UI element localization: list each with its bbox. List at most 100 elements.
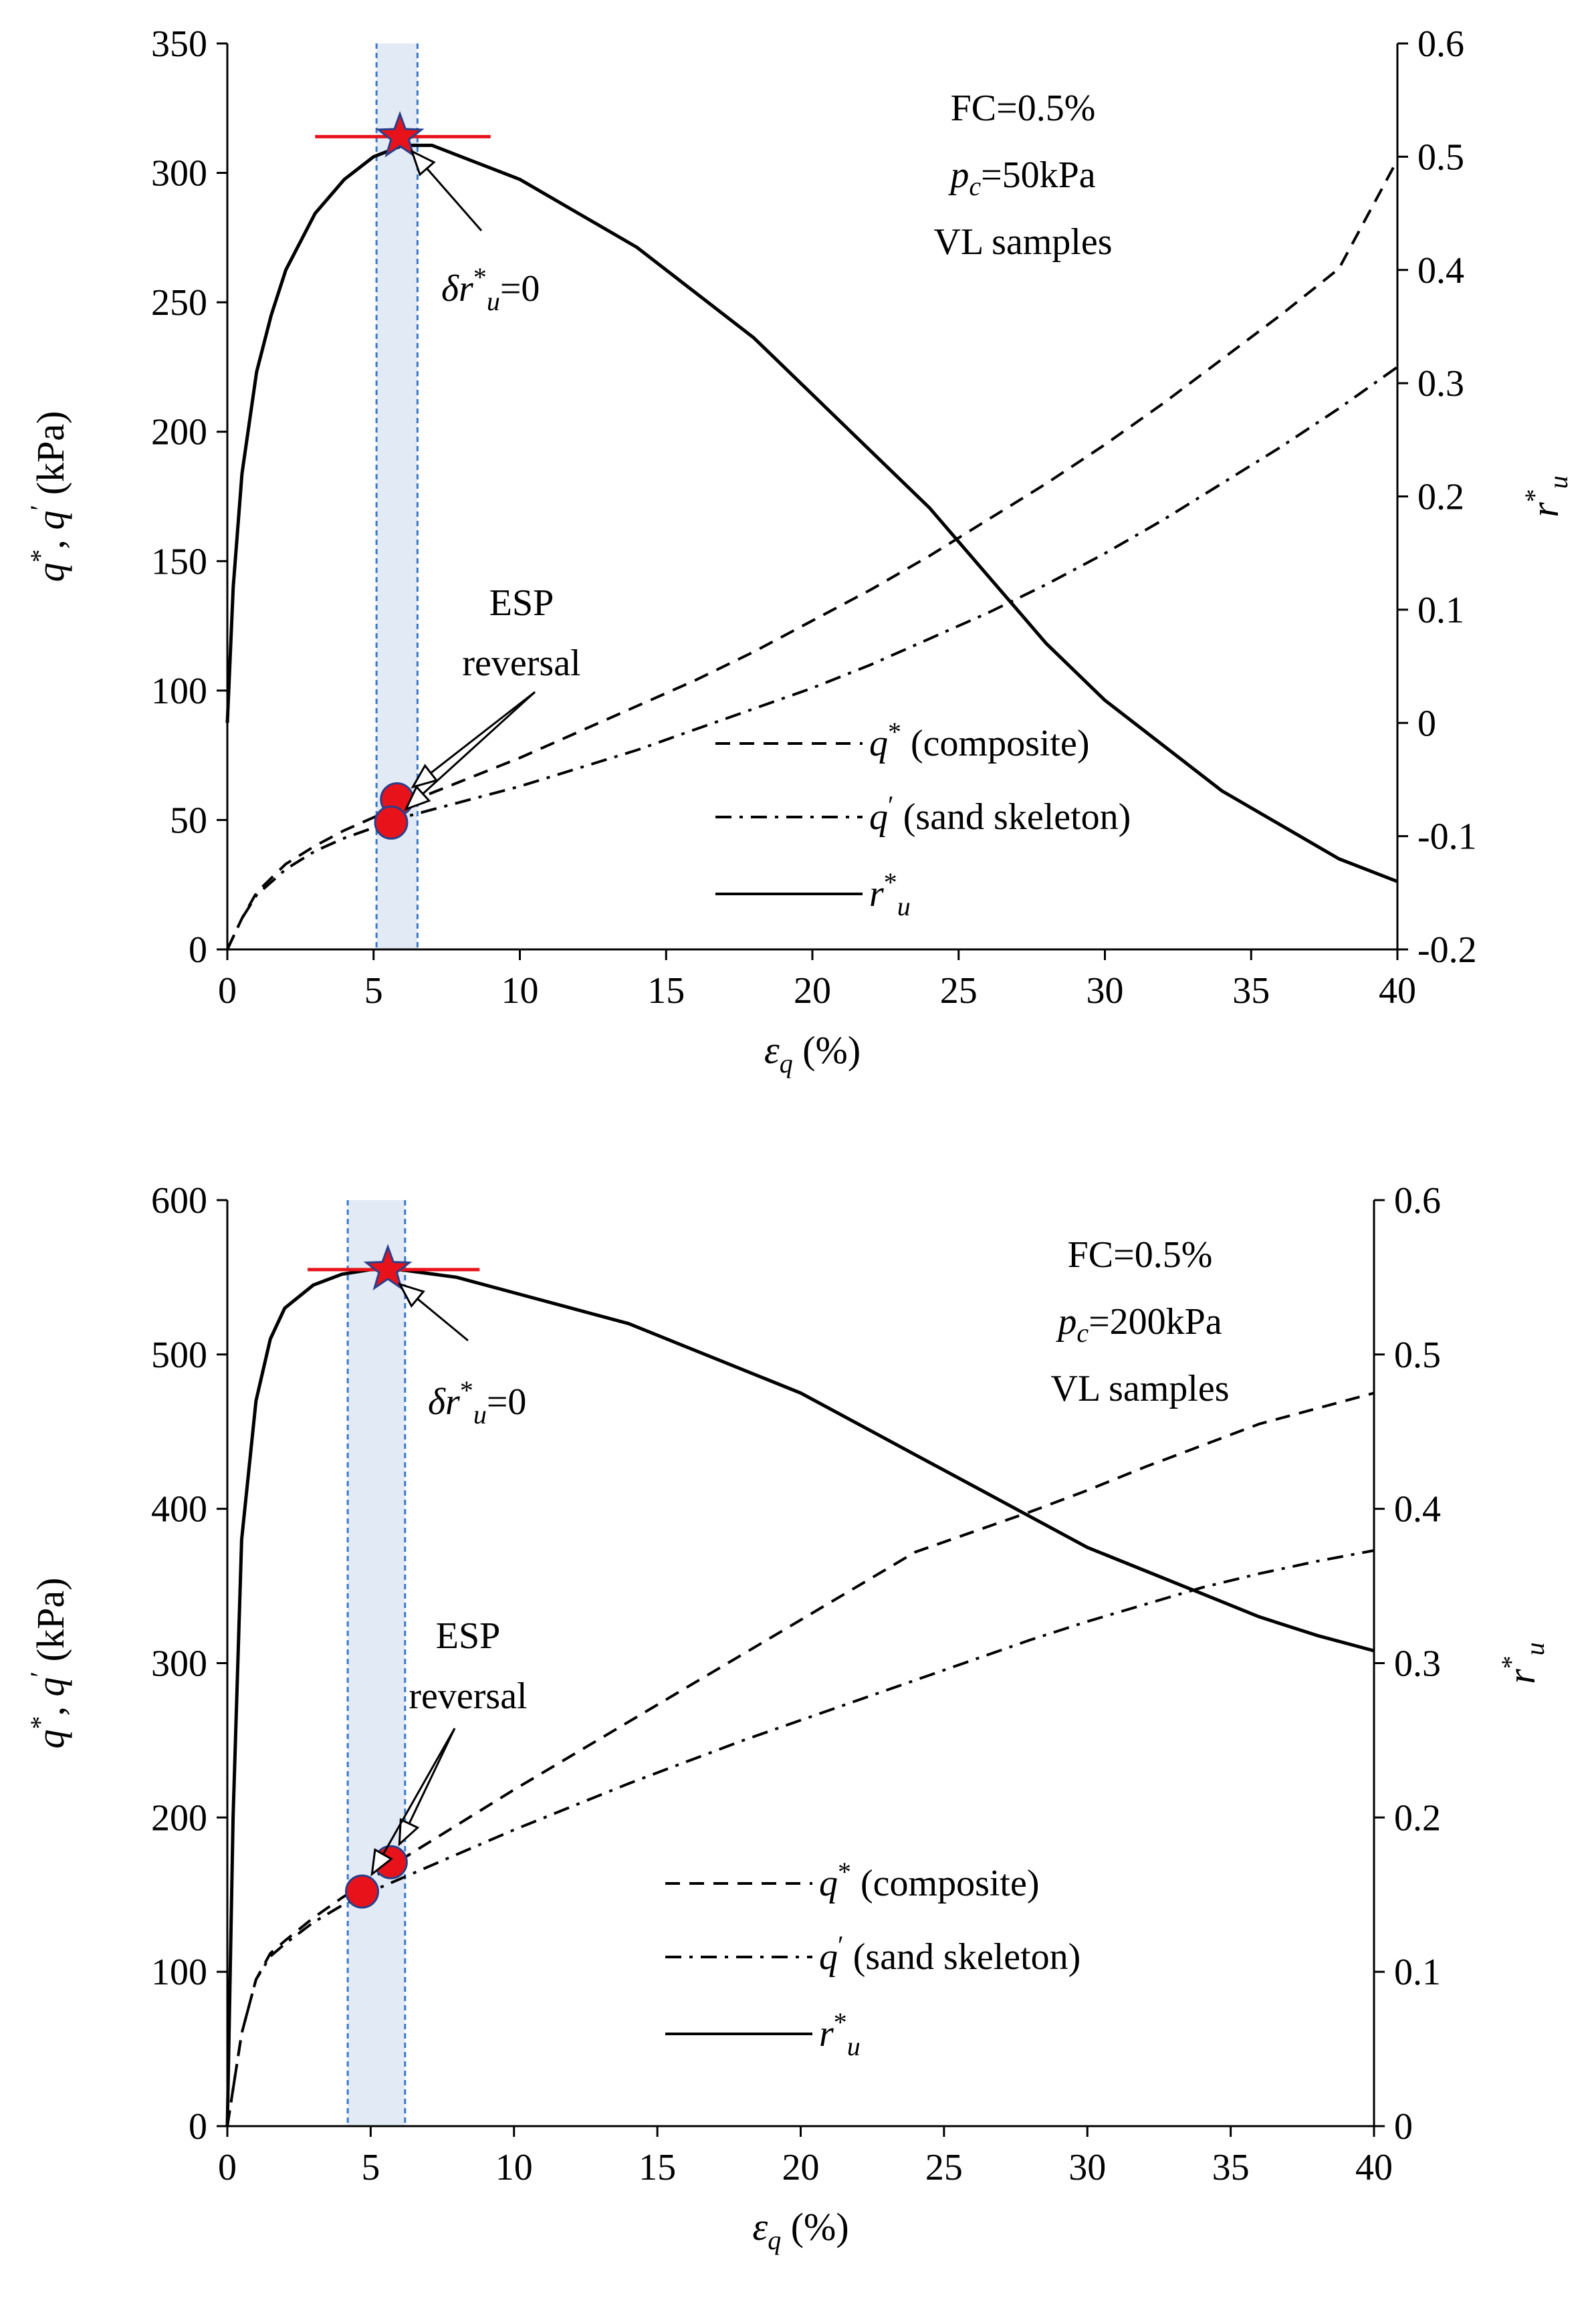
legend-label-dash: q* (composite) bbox=[869, 717, 1089, 764]
legend-symbol: q bbox=[869, 796, 888, 838]
y-label-sup2: ′ bbox=[25, 1671, 55, 1678]
x-axis-label-sub: q bbox=[768, 2225, 781, 2255]
y-left-tick-label: 50 bbox=[170, 800, 207, 841]
shaded-band bbox=[348, 1200, 405, 2126]
delta-pre: δr bbox=[441, 268, 473, 310]
legend-sup: * bbox=[838, 1857, 851, 1887]
legend-sup: * bbox=[884, 867, 897, 897]
y-axis-left-label: q*, q′ (kPa) bbox=[25, 1578, 72, 1749]
y-right-tick-label: 0 bbox=[1417, 703, 1436, 744]
esp-label-line1: ESP bbox=[489, 582, 554, 624]
x-tick-label: 30 bbox=[1068, 2147, 1106, 2188]
pc-value: =50kPa bbox=[981, 154, 1096, 196]
delta-sub: u bbox=[487, 286, 500, 316]
y-right-tick-label: 0.5 bbox=[1394, 1335, 1441, 1376]
legend-sub: u bbox=[897, 891, 911, 921]
x-tick-label: 25 bbox=[940, 970, 978, 1012]
y-label-q2: q bbox=[29, 510, 72, 530]
legend-text: (sand skeleton) bbox=[894, 796, 1131, 838]
y-left-tick-label: 250 bbox=[151, 282, 207, 324]
y-axis-right-label: r*u bbox=[1496, 1642, 1550, 1684]
y-right-tick-label: -0.1 bbox=[1417, 816, 1477, 858]
y-right-tick-label: 0.6 bbox=[1394, 1180, 1441, 1222]
y-right-tick-label: 0.2 bbox=[1417, 477, 1464, 518]
x-axis-label-symbol: ε bbox=[752, 2205, 768, 2249]
x-tick-label: 5 bbox=[361, 2147, 380, 2188]
annotation-fc: FC=0.5% bbox=[1068, 1234, 1213, 1276]
pc-value: =200kPa bbox=[1089, 1301, 1222, 1343]
series-dash-line bbox=[226, 1391, 1375, 2127]
y-label-q2: q bbox=[29, 1677, 72, 1696]
delta-arrow-head bbox=[410, 149, 436, 177]
delta-sup: * bbox=[460, 1375, 473, 1405]
esp-point-marker bbox=[345, 1874, 380, 1909]
x-tick-label: 15 bbox=[647, 970, 685, 1012]
series-dashdot-line bbox=[226, 1549, 1375, 2127]
x-tick-label: 25 bbox=[925, 2147, 963, 2188]
esp-arrow-head bbox=[404, 785, 431, 811]
y-right-label-sup: * bbox=[1519, 489, 1549, 502]
legend-label-dashdot: q′ (sand skeleton) bbox=[819, 1930, 1080, 1978]
legend-sub: u bbox=[847, 2031, 861, 2061]
annotation-fc: FC=0.5% bbox=[951, 88, 1096, 129]
y-right-label-sub: u bbox=[1520, 1642, 1550, 1655]
annotation-samples: VL samples bbox=[1051, 1368, 1230, 1409]
y-label-sup1: * bbox=[25, 1716, 55, 1729]
pc-sub: c bbox=[1076, 1318, 1089, 1348]
y-left-tick-label: 150 bbox=[151, 541, 207, 582]
y-right-tick-label: 0.2 bbox=[1394, 1797, 1441, 1839]
y-right-tick-label: 0.3 bbox=[1417, 363, 1464, 405]
y-right-tick-label: 0.1 bbox=[1394, 1952, 1441, 1993]
x-tick-label: 0 bbox=[218, 2147, 237, 2188]
x-tick-label: 5 bbox=[364, 970, 383, 1012]
y-right-tick-label: 0.4 bbox=[1417, 250, 1464, 292]
delta-sup: * bbox=[473, 262, 487, 292]
chart-top-panel: 0 5 10 15 20 25 30 35 40 0 50 100 150 200 250 300 350 -0.… bbox=[25, 23, 1573, 1078]
esp-arrow-shaft bbox=[412, 691, 536, 788]
y-right-label-sup: * bbox=[1496, 1655, 1526, 1669]
delta-ru-label: δr*u=0 bbox=[441, 262, 540, 316]
x-axis-label: εq (%) bbox=[764, 1028, 861, 1078]
pc-symbol: p bbox=[1055, 1301, 1076, 1343]
delta-sub: u bbox=[473, 1399, 487, 1429]
y-axis-right-label: r*u bbox=[1519, 475, 1573, 517]
esp-arrow-head bbox=[411, 764, 439, 789]
esp-point-marker bbox=[374, 805, 409, 840]
y-right-tick-label: 0.6 bbox=[1417, 23, 1464, 65]
y-right-tick-label: 0.5 bbox=[1417, 136, 1464, 178]
x-axis-label-unit: (%) bbox=[793, 1028, 861, 1072]
y-left-tick-label: 300 bbox=[151, 1643, 207, 1685]
esp-arrow-head bbox=[370, 1848, 393, 1877]
y-right-tick-label: 0 bbox=[1394, 2106, 1413, 2148]
x-axis-label-unit: (%) bbox=[781, 2205, 848, 2249]
x-tick-label: 0 bbox=[218, 970, 237, 1012]
x-tick-label: 15 bbox=[639, 2147, 676, 2188]
legend-symbol: q bbox=[819, 1863, 838, 1904]
x-tick-label: 10 bbox=[501, 970, 539, 1012]
y-left-tick-label: 100 bbox=[151, 671, 207, 712]
series-dashdot-line bbox=[226, 366, 1399, 950]
legend-symbol: q bbox=[819, 1936, 838, 1978]
esp-label-line1: ESP bbox=[436, 1615, 501, 1657]
y-left-tick-label: 400 bbox=[151, 1489, 207, 1530]
x-tick-label: 40 bbox=[1379, 970, 1416, 1012]
y-right-tick-label: -0.2 bbox=[1417, 929, 1477, 971]
y-right-label-sub: u bbox=[1543, 475, 1573, 489]
series-solid-line bbox=[225, 143, 1398, 883]
legend-sup: ′ bbox=[838, 1930, 844, 1960]
y-label-q1: q bbox=[29, 1729, 72, 1748]
x-tick-label: 35 bbox=[1212, 2147, 1250, 2188]
legend-symbol: q bbox=[869, 723, 888, 764]
esp-arrow-shaft bbox=[405, 691, 536, 810]
delta-post: =0 bbox=[487, 1381, 527, 1423]
y-right-label-symbol: r bbox=[1523, 502, 1567, 517]
delta-pre: δr bbox=[428, 1381, 460, 1423]
esp-label-line2: reversal bbox=[462, 643, 580, 684]
y-label-sup2: ′ bbox=[25, 505, 55, 511]
y-axis-left-label: q*, q′ (kPa) bbox=[25, 411, 72, 582]
y-left-tick-label: 500 bbox=[151, 1335, 207, 1376]
y-label-sep: , bbox=[29, 1696, 72, 1716]
delta-post: =0 bbox=[500, 268, 540, 310]
peak-star-marker bbox=[363, 1244, 413, 1290]
